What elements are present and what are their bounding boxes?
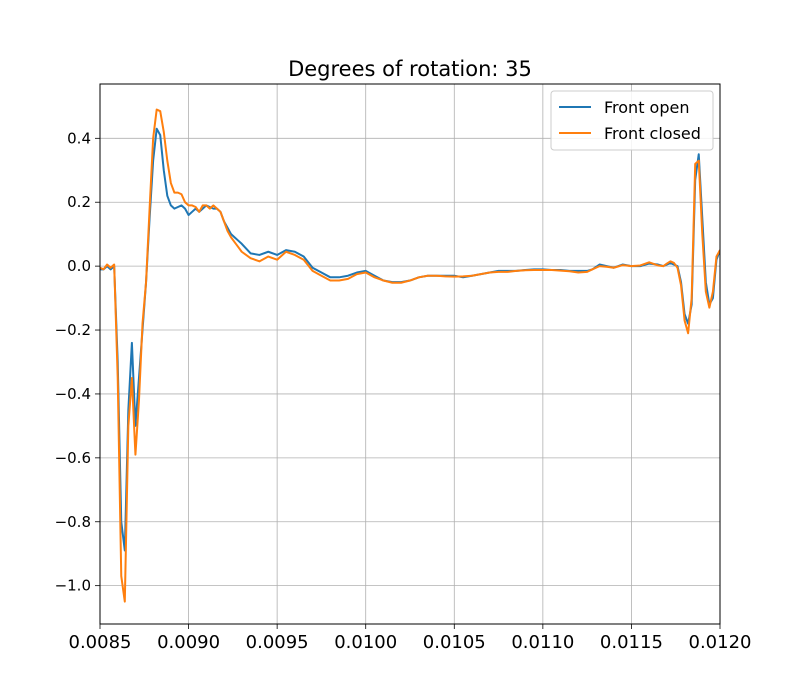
legend: Front open Front closed	[550, 90, 714, 151]
x-tick-label: 0.0105	[423, 632, 486, 653]
grid	[99, 84, 721, 624]
x-axis: 0.0085 0.0090 0.0095 0.0100 0.0105 0.0110 0.01…	[69, 624, 752, 653]
y-tick-label: −0.6	[55, 449, 91, 467]
y-tick-label: −1.0	[55, 577, 91, 595]
y-tick-label: −0.8	[55, 513, 91, 531]
y-tick-label: −0.4	[55, 385, 91, 403]
y-tick-label: −0.2	[55, 321, 91, 339]
x-tick-label: 0.0110	[511, 632, 574, 653]
y-axis: 0.4 0.2 0.0 −0.2 −0.4 −0.6 −0.8 −1.0	[55, 129, 100, 595]
x-tick-label: 0.0100	[334, 632, 397, 653]
legend-label-front-open: Front open	[604, 98, 689, 117]
series-line-front-open	[100, 127, 720, 552]
chart-title: Degrees of rotation: 35	[288, 57, 532, 81]
y-tick-label: 0.4	[67, 129, 91, 147]
series-line-front-closed	[100, 108, 720, 603]
x-tick-label: 0.0085	[69, 632, 132, 653]
plot-area	[100, 108, 720, 603]
y-tick-label: 0.0	[67, 257, 91, 275]
x-tick-label: 0.0120	[689, 632, 752, 653]
x-tick-label: 0.0115	[600, 632, 663, 653]
axes-frame	[99, 83, 721, 625]
x-tick-label: 0.0090	[157, 632, 220, 653]
legend-box	[550, 90, 714, 151]
x-tick-label: 0.0095	[246, 632, 309, 653]
y-tick-label: 0.2	[67, 193, 91, 211]
legend-label-front-closed: Front closed	[604, 124, 701, 143]
